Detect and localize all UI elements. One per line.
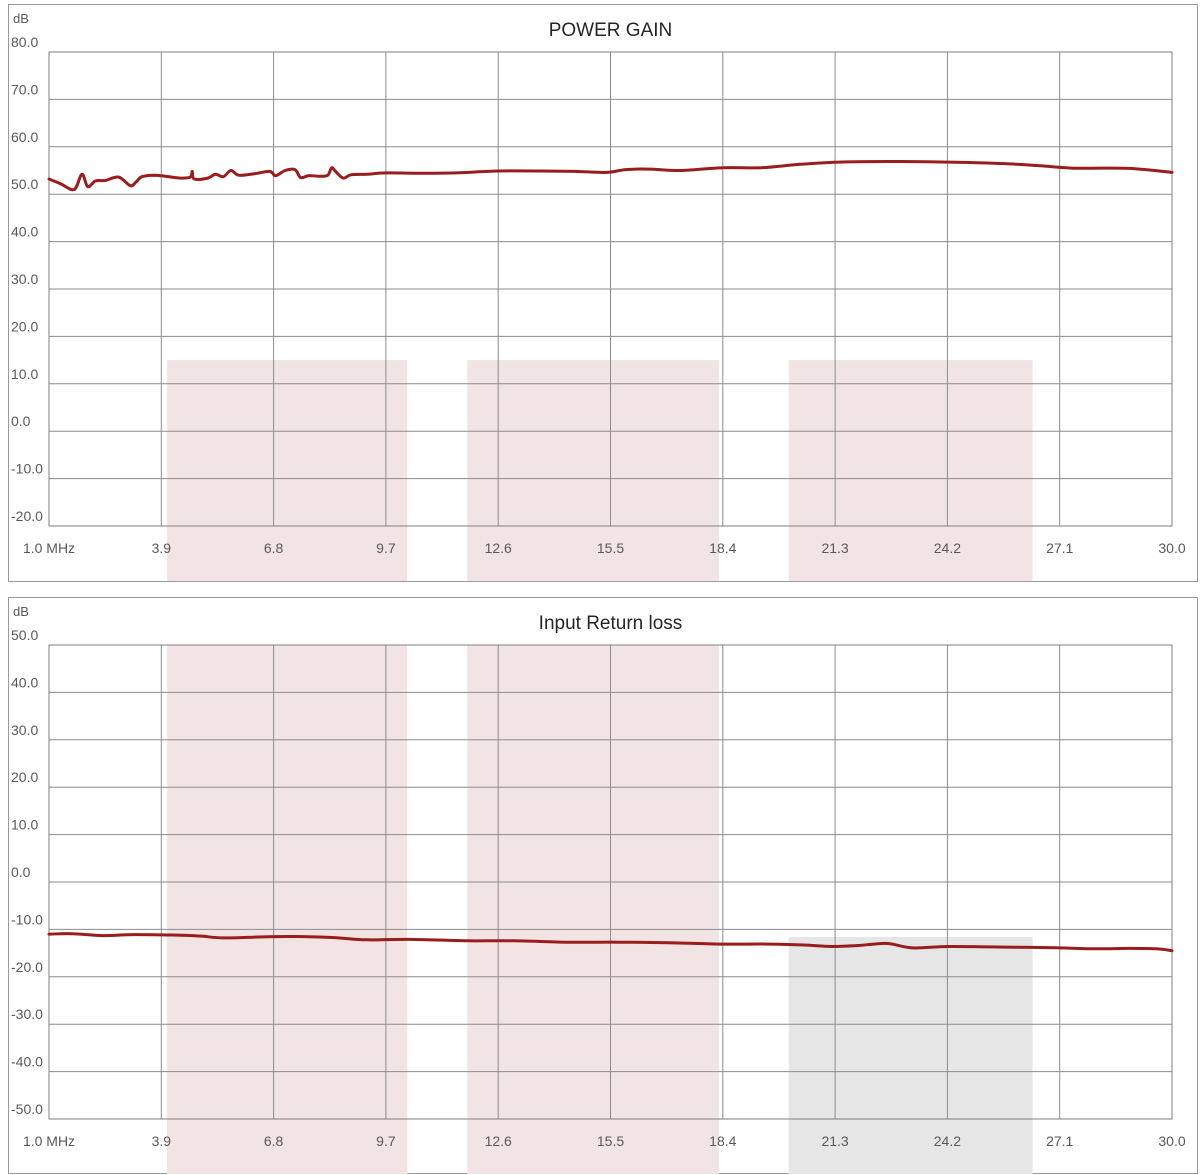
power-gain-y-tick-label: 60.0 — [11, 129, 38, 145]
power-gain-x-tick-label: 18.4 — [709, 540, 736, 556]
return-loss-highlight-band-3 — [167, 939, 408, 1174]
return-loss-x-tick-label: 12.6 — [485, 1133, 512, 1149]
return-loss-y-tick-label: 50.0 — [11, 627, 38, 643]
power-gain-y-tick-label: -10.0 — [11, 461, 43, 477]
input-return-loss-chart: 50.0 40.0 30.0 20.0 10.0 0.0 -10.0 -20.0 -30.0 -4… — [8, 597, 1198, 1174]
return-loss-plot-frame — [48, 644, 1173, 1120]
input-return-loss-plot: 50.0 40.0 30.0 20.0 10.0 0.0 -10.0 -20.0 -30.0 -4… — [11, 604, 1186, 1174]
power-gain-y-tick-label: 30.0 — [11, 271, 38, 287]
power-gain-highlight-band-3 — [788, 360, 1033, 581]
power-gain-x-tick-label: 24.2 — [934, 540, 961, 556]
return-loss-x-tick-label: 15.5 — [597, 1133, 624, 1149]
return-loss-x-tick-label: 30.0 — [1158, 1133, 1185, 1149]
power-gain-plot-frame — [48, 51, 1173, 527]
power-gain-x-tick-label: 9.7 — [376, 540, 396, 556]
power-gain-x-tick-label: 21.3 — [821, 540, 848, 556]
power-gain-highlight-band-1 — [167, 360, 408, 581]
power-gain-highlight-band-2 — [467, 360, 719, 581]
power-gain-series-line-1 — [47, 159, 1174, 192]
power-gain-x-tick-label: 12.6 — [485, 540, 512, 556]
return-loss-title: Input Return loss — [539, 613, 683, 634]
return-loss-series-line-1 — [47, 932, 1174, 953]
return-loss-y-tick-label: 40.0 — [11, 674, 38, 690]
return-loss-y-tick-label: -30.0 — [11, 1006, 43, 1022]
return-loss-y-tick-label: -50.0 — [11, 1101, 43, 1117]
power-gain-x-tick-label: 15.5 — [597, 540, 624, 556]
return-loss-y-tick-label: -20.0 — [11, 959, 43, 975]
power-gain-y-tick-label: 10.0 — [11, 366, 38, 382]
power-gain-y-unit-label: dB — [13, 11, 29, 26]
power-gain-chart: 80.0 70.0 60.0 50.0 40.0 30.0 20.0 10.0 0.0 -10.0… — [8, 4, 1198, 582]
return-loss-x-tick-label: 6.8 — [264, 1133, 284, 1149]
return-loss-x-tick-label: 3.9 — [152, 1133, 172, 1149]
power-gain-y-tick-label: 20.0 — [11, 318, 38, 334]
power-gain-x-tick-label: 1.0 MHz — [23, 540, 75, 556]
power-gain-y-tick-label: -20.0 — [11, 508, 43, 524]
power-gain-y-tick-label: 80.0 — [11, 34, 38, 50]
return-loss-highlight-band-2 — [467, 645, 719, 1174]
return-loss-x-tick-label: 1.0 MHz — [23, 1133, 75, 1149]
power-gain-x-tick-label: 3.9 — [152, 540, 172, 556]
return-loss-x-tick-label: 9.7 — [376, 1133, 396, 1149]
power-gain-x-tick-label: 30.0 — [1158, 540, 1185, 556]
return-loss-y-tick-label: -10.0 — [11, 911, 43, 927]
return-loss-x-tick-label: 21.3 — [821, 1133, 848, 1149]
return-loss-x-tick-label: 18.4 — [709, 1133, 736, 1149]
return-loss-y-tick-label: -40.0 — [11, 1054, 43, 1070]
return-loss-y-tick-label: 20.0 — [11, 769, 38, 785]
power-gain-y-tick-label: 40.0 — [11, 224, 38, 240]
return-loss-y-tick-label: 0.0 — [11, 864, 31, 880]
return-loss-x-tick-label: 24.2 — [934, 1133, 961, 1149]
power-gain-y-tick-label: 50.0 — [11, 176, 38, 192]
power-gain-y-tick-label: 70.0 — [11, 81, 38, 97]
power-gain-y-tick-label: 0.0 — [11, 413, 31, 429]
return-loss-y-unit-label: dB — [13, 604, 29, 619]
power-gain-title: POWER GAIN — [549, 20, 673, 41]
power-gain-plot: 80.0 70.0 60.0 50.0 40.0 30.0 20.0 10.0 0.0 -10.0… — [11, 11, 1186, 581]
return-loss-y-tick-label: 10.0 — [11, 817, 38, 833]
power-gain-x-tick-label: 27.1 — [1046, 540, 1073, 556]
return-loss-y-tick-label: 30.0 — [11, 722, 38, 738]
return-loss-x-tick-label: 27.1 — [1046, 1133, 1073, 1149]
power-gain-x-tick-label: 6.8 — [264, 540, 284, 556]
